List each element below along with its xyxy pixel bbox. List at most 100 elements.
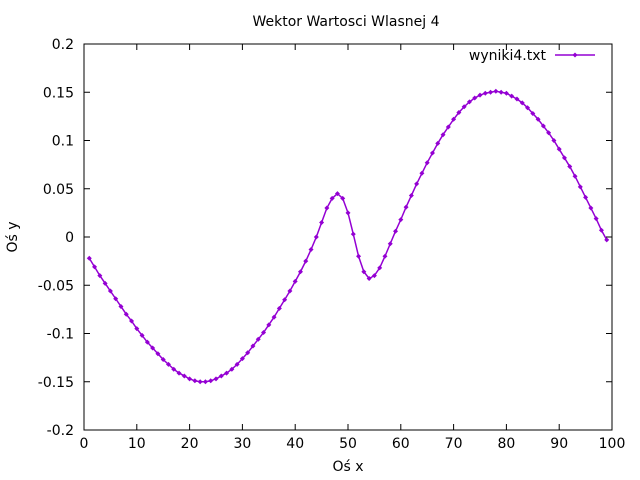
data-point (556, 146, 562, 152)
data-point (97, 273, 103, 279)
data-point (134, 326, 140, 332)
data-point (482, 90, 488, 96)
data-point (113, 296, 119, 302)
data-point (340, 195, 346, 201)
x-tick-label: 40 (286, 436, 304, 452)
data-point (239, 356, 245, 362)
x-axis-label: Oś x (332, 459, 363, 475)
data-point (477, 92, 483, 98)
data-point (424, 160, 430, 166)
data-point (308, 247, 314, 253)
y-tick-label: -0.05 (38, 278, 74, 294)
legend-label: wyniki4.txt (469, 48, 547, 64)
data-point (546, 130, 552, 136)
x-tick-label: 10 (128, 436, 146, 452)
data-point (202, 379, 208, 385)
data-point (282, 297, 288, 303)
data-point (255, 336, 261, 342)
data-point (398, 217, 404, 223)
data-point (451, 116, 457, 122)
data-point (350, 231, 356, 237)
data-point (107, 288, 113, 294)
y-tick-label: 0.15 (43, 85, 74, 101)
y-axis-ticks: 0.2 0.15 0.1 0.05 0 -0.05 -0.1 -0.15 -0.2 (38, 37, 612, 439)
data-point (466, 99, 472, 105)
data-point (414, 181, 420, 187)
data-point (271, 314, 277, 320)
y-axis-label: Oś y (5, 221, 21, 252)
data-point (472, 95, 478, 101)
x-tick-label: 70 (445, 436, 463, 452)
data-point (356, 253, 362, 259)
data-point (208, 378, 214, 384)
data-point (144, 339, 150, 345)
data-point (403, 204, 409, 210)
data-point (197, 379, 203, 385)
data-point (92, 264, 98, 270)
data-point (551, 138, 557, 143)
data-point (371, 273, 377, 279)
x-tick-label: 0 (80, 436, 89, 452)
x-tick-label: 30 (233, 436, 251, 452)
data-point (192, 378, 198, 384)
y-tick-label: -0.1 (47, 327, 74, 343)
x-tick-label: 60 (392, 436, 410, 452)
data-point (287, 288, 293, 294)
y-tick-label: 0.05 (43, 182, 74, 198)
data-point (160, 357, 166, 363)
data-point (572, 173, 578, 179)
data-point (139, 332, 145, 338)
x-tick-label: 80 (497, 436, 515, 452)
data-point (498, 89, 504, 95)
data-point (329, 195, 335, 201)
data-point (250, 343, 256, 349)
data-point (366, 275, 372, 281)
x-tick-label: 100 (599, 436, 626, 452)
data-point (334, 191, 340, 197)
data-point (187, 376, 193, 382)
y-tick-label: 0.2 (52, 37, 74, 53)
chart-title: Wektor Wartosci Wlasnej 4 (252, 14, 439, 30)
data-point (593, 216, 599, 222)
plot-frame (83, 43, 613, 431)
x-tick-label: 50 (339, 436, 357, 452)
data-point (583, 194, 589, 200)
data-point (488, 89, 494, 95)
data-point (297, 269, 303, 275)
data-point (445, 124, 451, 130)
data-point (514, 96, 520, 102)
series-layer (86, 88, 610, 385)
y-tick-label: 0.1 (52, 134, 74, 150)
data-point (567, 164, 573, 170)
data-point (509, 93, 515, 99)
y-tick-label: -0.2 (47, 423, 74, 439)
data-point (408, 193, 414, 199)
data-point (171, 366, 177, 372)
data-point (530, 110, 536, 116)
data-point (266, 322, 272, 328)
data-point (598, 227, 604, 233)
data-point (234, 361, 240, 367)
data-point (503, 90, 509, 96)
data-point (118, 303, 124, 309)
legend: wyniki4.txt (469, 48, 595, 64)
series-line (88, 90, 608, 383)
x-tick-label: 20 (181, 436, 199, 452)
data-point (229, 366, 235, 372)
data-point (393, 228, 399, 234)
data-point (345, 210, 351, 216)
data-point (319, 220, 325, 226)
data-point (456, 110, 462, 116)
data-point (176, 370, 182, 376)
data-point (429, 150, 435, 156)
y-tick-label: -0.15 (38, 375, 74, 391)
data-point (435, 140, 441, 146)
y-tick-label: 0 (65, 230, 74, 246)
data-point (588, 205, 594, 211)
data-point (181, 373, 187, 379)
data-point (276, 305, 282, 311)
data-point (102, 280, 108, 286)
data-point (129, 318, 135, 324)
data-point (245, 350, 251, 356)
